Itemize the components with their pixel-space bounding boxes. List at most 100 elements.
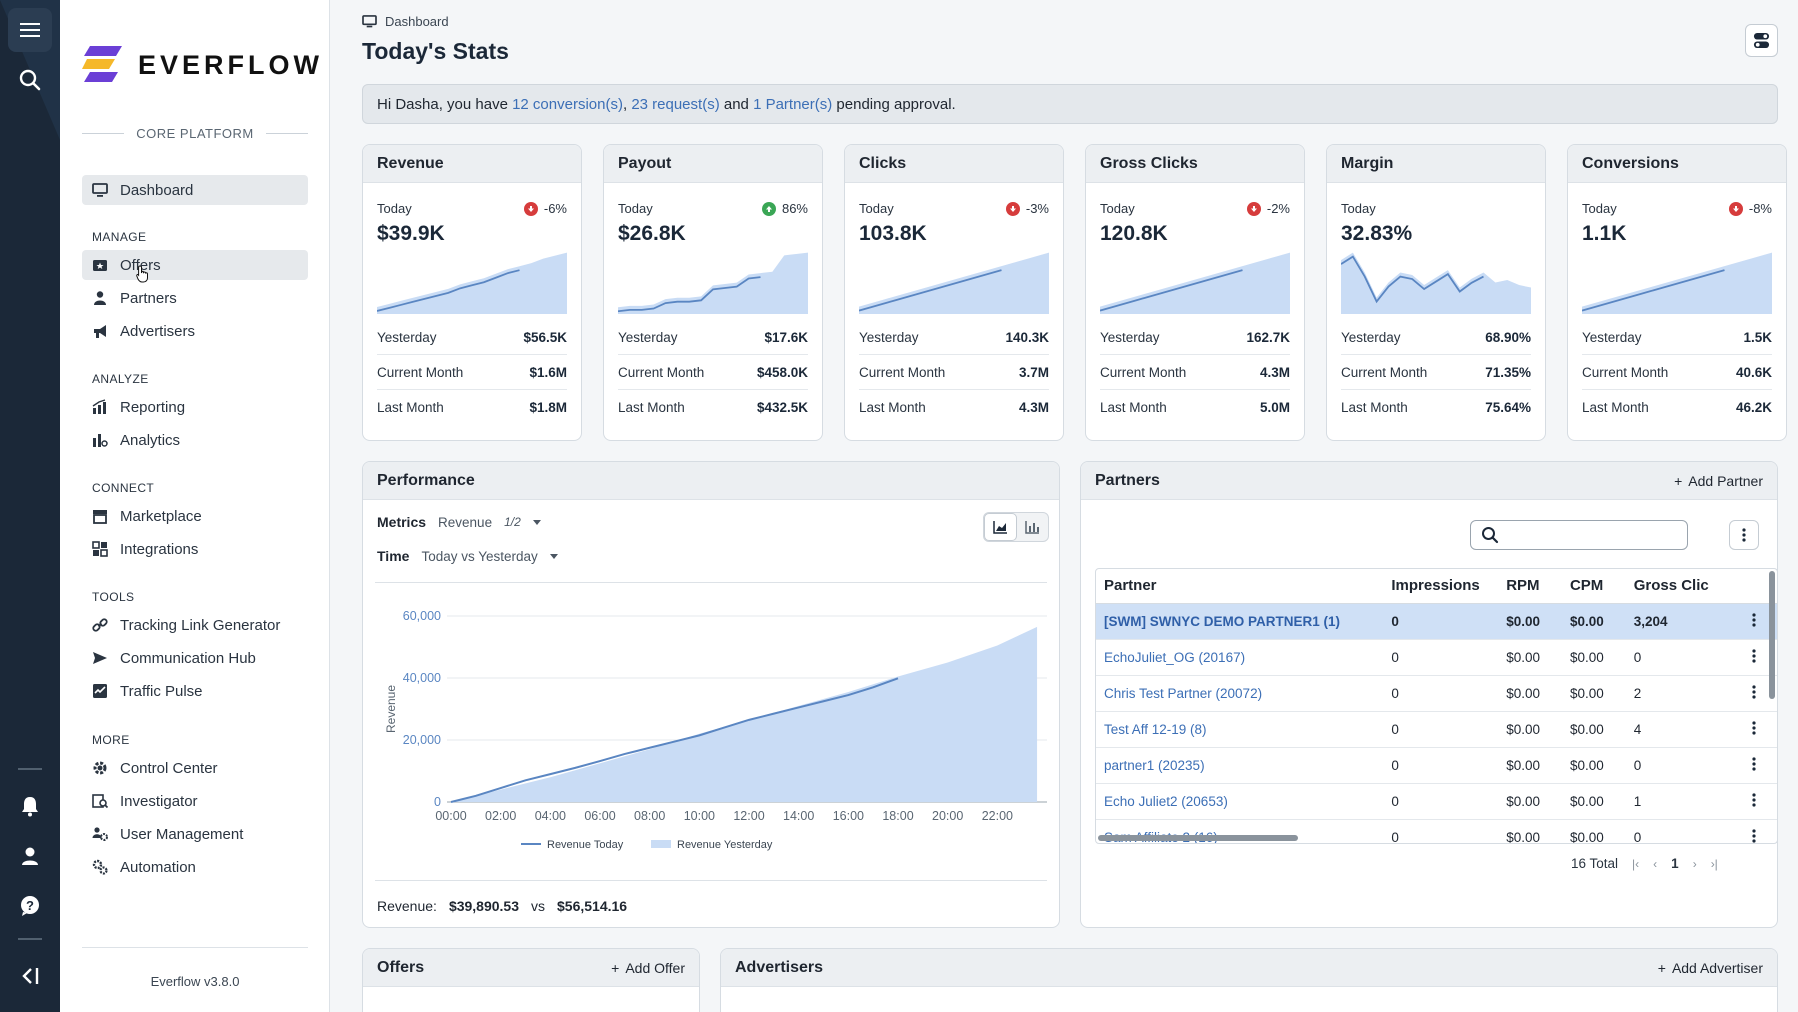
sidebar-item-reporting[interactable]: Reporting — [82, 392, 308, 422]
time-selector[interactable]: Time Today vs Yesterday — [377, 548, 558, 564]
table-row[interactable]: EchoJuliet_OG (20167) 0 $0.00 $0.00 0 — [1096, 639, 1777, 676]
row-options-icon[interactable] — [1731, 783, 1777, 820]
sparkline — [618, 252, 808, 314]
column-header[interactable]: RPM — [1498, 569, 1562, 604]
sidebar-item-analytics[interactable]: Analytics — [82, 425, 308, 455]
prev-page-icon[interactable]: ‹ — [1653, 856, 1658, 871]
row-options-icon[interactable] — [1731, 711, 1777, 748]
series-revenue-yesterday-area — [451, 626, 1038, 802]
stat-card-margin[interactable]: Margin Today 32.83% Yesterday 68.90% Current … — [1326, 144, 1546, 441]
add-offer-button[interactable]: + Add Offer — [611, 959, 685, 976]
y-tick-label: 60,000 — [403, 609, 441, 623]
sparkline — [1341, 252, 1531, 314]
section-connect: CONNECT — [92, 481, 155, 495]
sidebar-item-traffic-pulse[interactable]: Traffic Pulse — [82, 676, 308, 706]
table-row[interactable]: Chris Test Partner (20072) 0 $0.00 $0.00 2 — [1096, 675, 1777, 712]
add-partner-button[interactable]: + Add Partner — [1674, 472, 1763, 489]
stat-card-revenue[interactable]: Revenue Today -6% $39.9K Yesterday $56.5K Curr… — [362, 144, 582, 441]
last-page-icon[interactable]: ›| — [1710, 856, 1718, 871]
partner-search-input[interactable] — [1470, 520, 1688, 550]
column-header[interactable]: Partner — [1096, 569, 1384, 604]
partner-name-link[interactable]: Echo Juliet2 (20653) — [1096, 783, 1384, 820]
table-cell: 1 — [1625, 783, 1732, 820]
collapse-sidebar-icon[interactable] — [8, 954, 52, 998]
row-options-icon[interactable] — [1731, 819, 1777, 843]
stat-card-payout[interactable]: Payout Today 86% $26.8K Yesterday $17.6K Curre… — [603, 144, 823, 441]
bar-chart-view-button[interactable] — [1017, 513, 1048, 541]
table-cell: 0 — [1383, 639, 1499, 676]
partner-name-link[interactable]: EchoJuliet_OG (20167) — [1096, 639, 1384, 676]
stat-card-clicks[interactable]: Clicks Today -3% 103.8K Yesterday 140.3K Curre… — [844, 144, 1064, 441]
menu-icon[interactable] — [8, 8, 52, 52]
table-row[interactable]: [SWM] SWNYC DEMO PARTNER1 (1) 0 $0.00 $0.00… — [1096, 603, 1777, 640]
next-page-icon[interactable]: › — [1692, 856, 1697, 871]
stat-delta: 86% — [761, 201, 808, 216]
stat-row-yesterday: Yesterday 1.5K — [1582, 320, 1772, 355]
stat-delta: -2% — [1246, 201, 1290, 216]
stat-card-gross-clicks[interactable]: Gross Clicks Today -2% 120.8K Yesterday 162.7… — [1085, 144, 1305, 441]
sparkline — [377, 252, 567, 314]
stat-title: Payout — [618, 154, 672, 172]
stat-row-current-month: Current Month $1.6M — [377, 355, 567, 390]
column-header[interactable]: Impressions — [1383, 569, 1499, 604]
stat-card-conversions[interactable]: Conversions Today -8% 1.1K Yesterday 1.5K Curr… — [1567, 144, 1787, 441]
layout-toggle-button[interactable] — [1745, 24, 1778, 57]
sidebar-item-communication-hub[interactable]: Communication Hub — [82, 643, 308, 673]
row-options-icon[interactable] — [1731, 747, 1777, 784]
column-header[interactable]: CPM — [1561, 569, 1626, 604]
monitor-icon — [92, 183, 108, 197]
sidebar-item-advertisers[interactable]: Advertisers — [82, 316, 308, 346]
icon-rail: ? — [0, 0, 60, 1012]
partners-link[interactable]: 1 Partner(s) — [753, 95, 833, 113]
sidebar-item-dashboard[interactable]: Dashboard — [82, 175, 308, 205]
user-icon[interactable] — [8, 834, 52, 878]
sidebar-item-offers[interactable]: Offers — [82, 250, 308, 280]
sidebar-item-user-management[interactable]: User Management — [82, 819, 308, 849]
revenue-today-total: $39,890.53 — [448, 898, 520, 914]
conversions-link[interactable]: 12 conversion(s) — [512, 95, 623, 113]
investigator-icon — [92, 794, 108, 809]
logo[interactable]: EVERFLOW — [82, 46, 323, 84]
breadcrumb[interactable]: Dashboard — [362, 14, 449, 29]
sidebar-item-automation[interactable]: Automation — [82, 852, 308, 882]
partner-name-link[interactable]: [SWM] SWNYC DEMO PARTNER1 (1) — [1096, 603, 1384, 640]
search-icon[interactable] — [8, 58, 52, 102]
area-chart-view-button[interactable] — [984, 513, 1017, 541]
table-vertical-scrollbar[interactable] — [1769, 571, 1775, 699]
sidebar-item-integrations[interactable]: Integrations — [82, 534, 308, 564]
sidebar-item-investigator[interactable]: Investigator — [82, 786, 308, 816]
table-cell: $0.00 — [1561, 603, 1626, 640]
table-cell: 0 — [1383, 711, 1499, 748]
section-manage: MANAGE — [92, 230, 147, 244]
automation-icon — [92, 859, 108, 875]
stat-row-last-month: Last Month 4.3M — [859, 400, 1049, 415]
sparkline-line — [377, 269, 520, 312]
sidebar-item-marketplace[interactable]: Marketplace — [82, 501, 308, 531]
first-page-icon[interactable]: |‹ — [1632, 856, 1640, 871]
bell-icon[interactable] — [8, 784, 52, 828]
table-cell: $0.00 — [1498, 639, 1562, 676]
help-icon[interactable]: ? — [8, 884, 52, 928]
partner-name-link[interactable]: Chris Test Partner (20072) — [1096, 675, 1384, 712]
stat-period-label: Today — [1582, 201, 1617, 216]
pagination: 16 Total |‹ ‹ 1 › ›| — [1571, 856, 1718, 871]
partner-name-link[interactable]: Test Aff 12-19 (8) — [1096, 711, 1384, 748]
sidebar-item-tracking-link-generator[interactable]: Tracking Link Generator — [82, 610, 308, 640]
column-header[interactable]: Gross Clic — [1625, 569, 1732, 604]
add-advertiser-button[interactable]: + Add Advertiser — [1657, 959, 1763, 976]
table-horizontal-scrollbar[interactable] — [1098, 835, 1298, 841]
partners-options-button[interactable] — [1729, 520, 1759, 550]
table-row[interactable]: Echo Juliet2 (20653) 0 $0.00 $0.00 1 — [1096, 783, 1777, 820]
sidebar-item-control-center[interactable]: Control Center — [82, 753, 308, 783]
table-row[interactable]: Test Aff 12-19 (8) 0 $0.00 $0.00 4 — [1096, 711, 1777, 748]
table-row[interactable]: partner1 (20235) 0 $0.00 $0.00 0 — [1096, 747, 1777, 784]
sidebar-item-partners[interactable]: Partners — [82, 283, 308, 313]
gear-icon — [93, 761, 107, 775]
metrics-selector[interactable]: Metrics Revenue 1/2 — [377, 514, 541, 530]
partner-name-link[interactable]: partner1 (20235) — [1096, 747, 1384, 784]
requests-link[interactable]: 23 request(s) — [631, 95, 720, 113]
sparkline-line — [618, 276, 761, 313]
current-page[interactable]: 1 — [1671, 856, 1679, 871]
table-cell: 0 — [1625, 819, 1732, 843]
stat-row-last-month: Last Month $432.5K — [618, 400, 808, 415]
